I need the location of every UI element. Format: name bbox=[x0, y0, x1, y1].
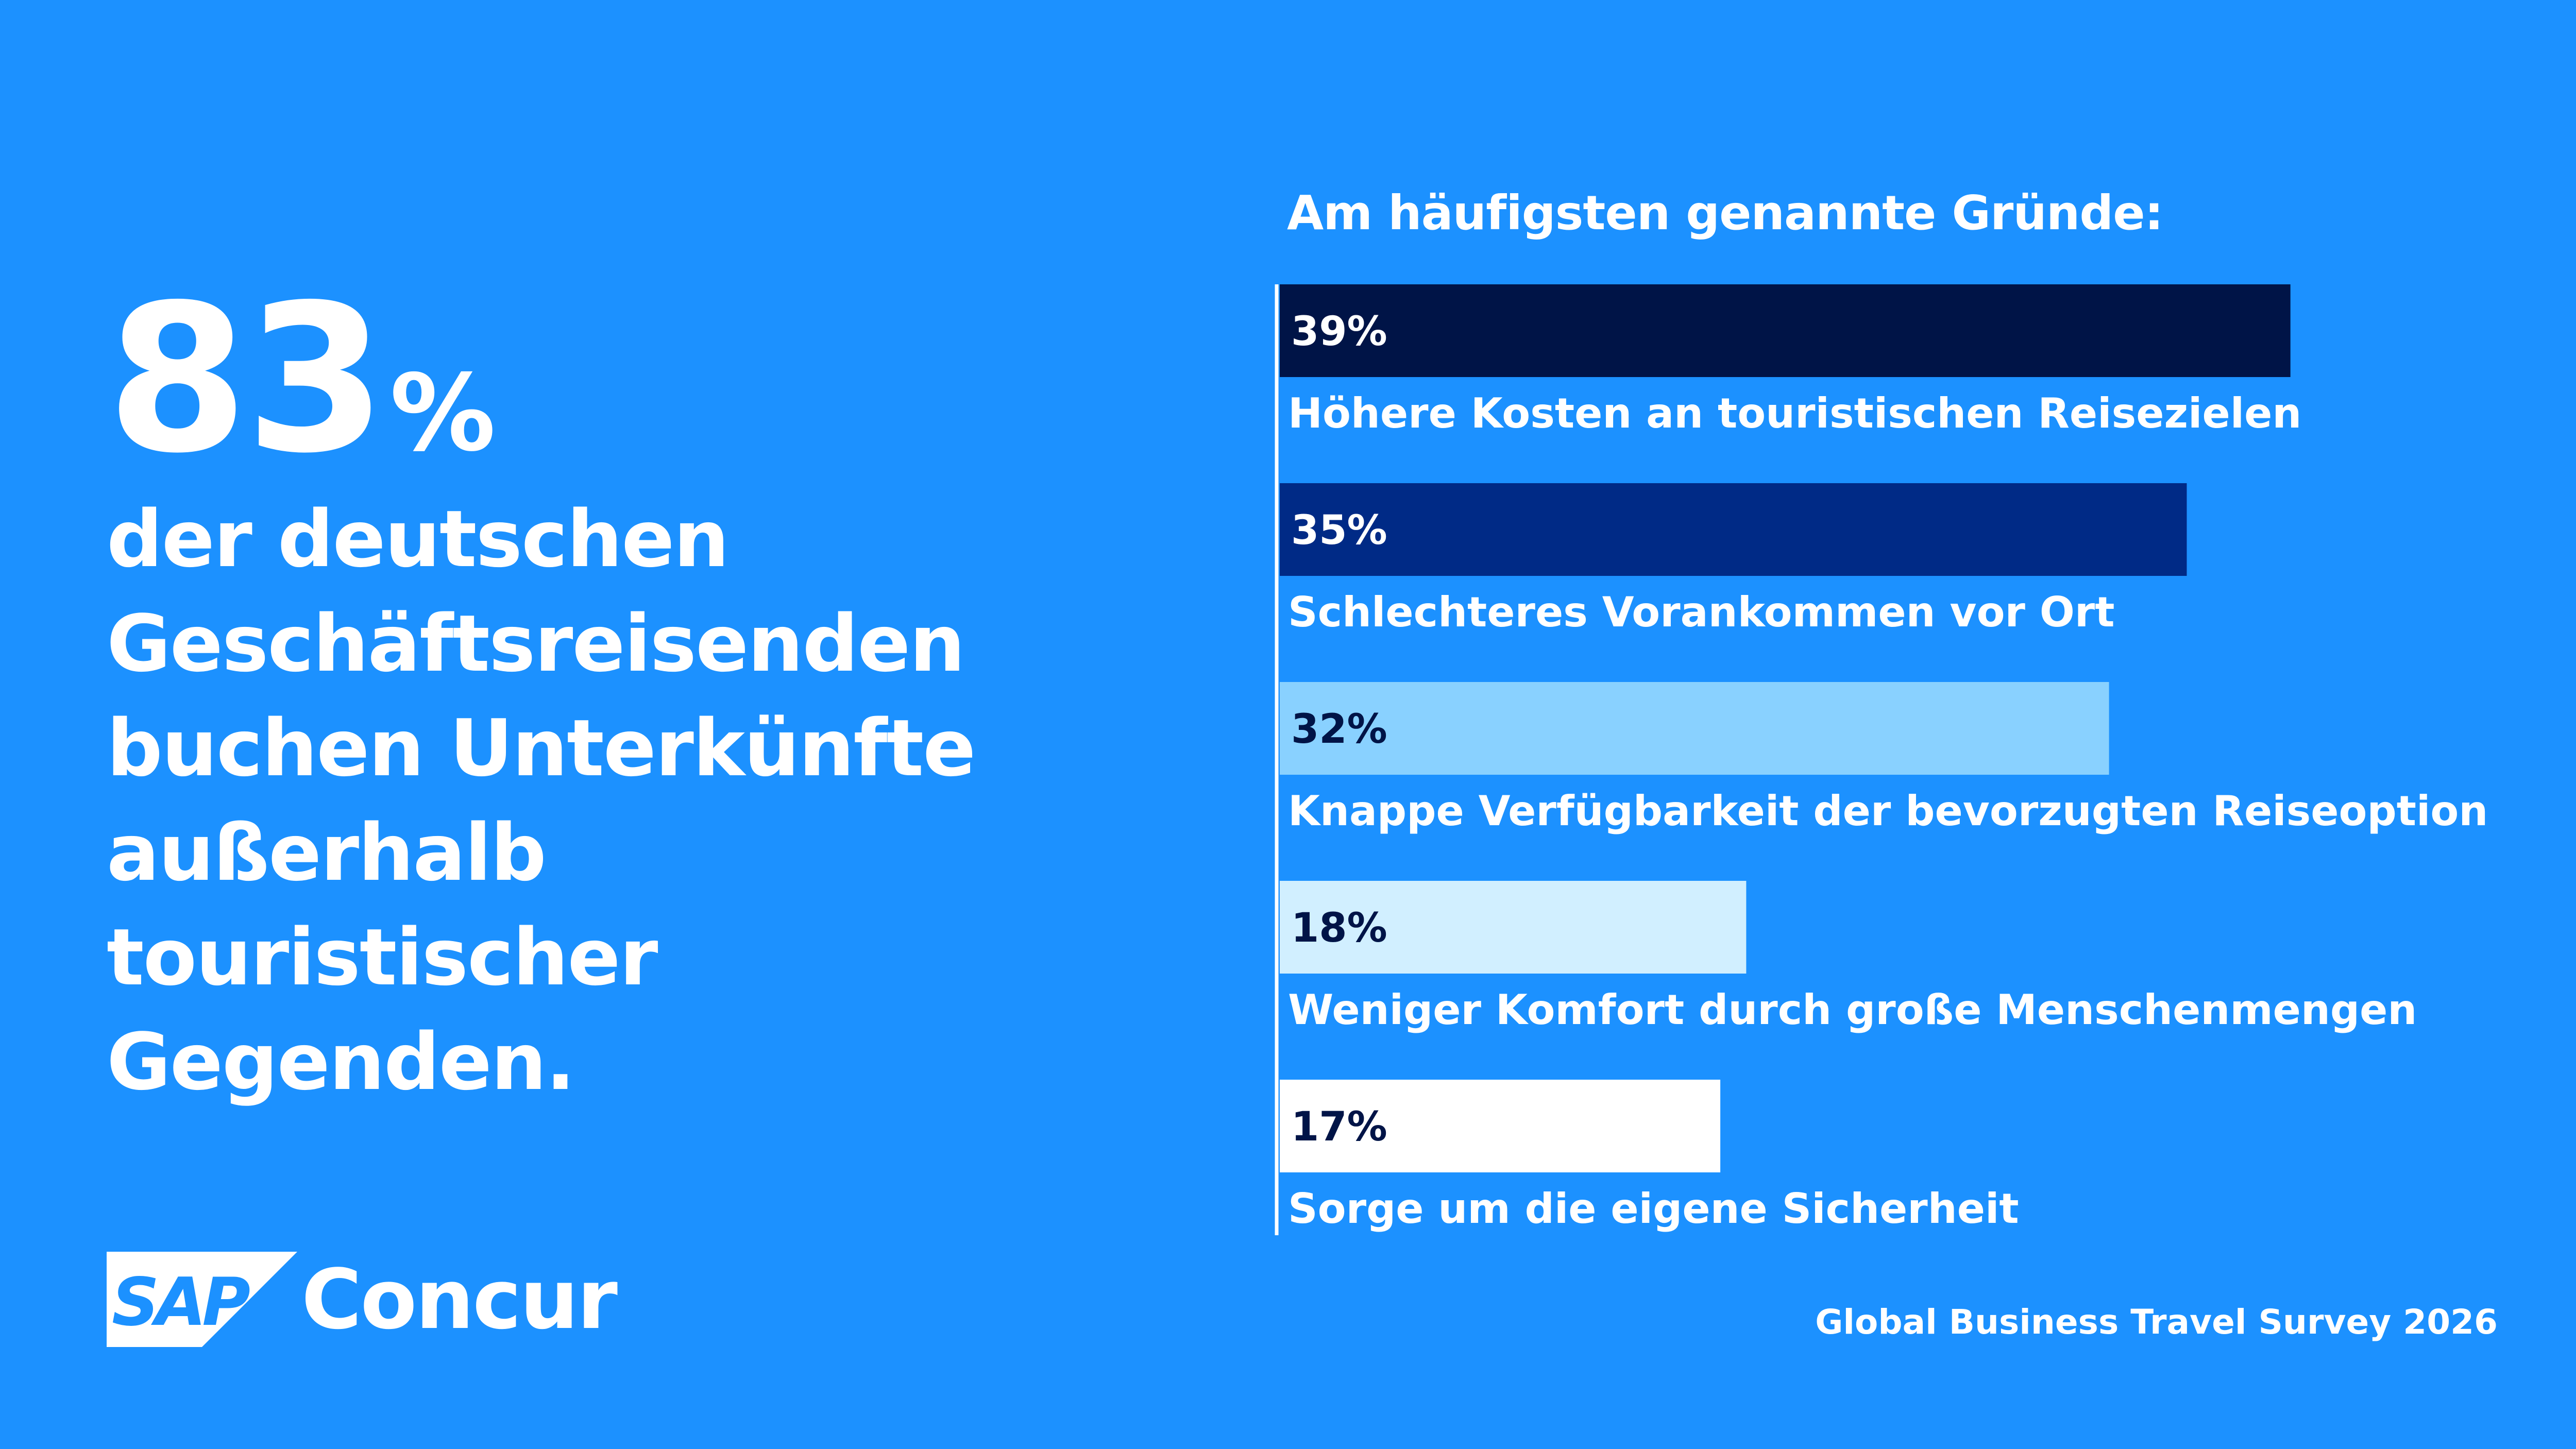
logo-product-name: Concur bbox=[301, 1251, 618, 1348]
sap-concur-logo: SAP Concur bbox=[107, 1251, 618, 1348]
bar-4 bbox=[1280, 881, 1747, 974]
headline-stat: 83% bbox=[107, 278, 1086, 482]
bar-3 bbox=[1280, 682, 2109, 775]
bar-category-label-1: Höhere Kosten an touristischen Reiseziel… bbox=[1288, 389, 2301, 437]
bar-category-label-5: Sorge um die eigene Sicherheit bbox=[1288, 1185, 2019, 1233]
headline: 83% der deutschen Geschäftsreisenden buc… bbox=[107, 278, 1086, 1114]
headline-unit: % bbox=[389, 352, 496, 475]
bar-value-label-2: 35% bbox=[1291, 507, 1387, 554]
bar-category-label-3: Knappe Verfügbarkeit der bevorzugten Rei… bbox=[1288, 787, 2488, 835]
headline-text: der deutschen Geschäftsreisenden buchen … bbox=[107, 493, 976, 1107]
bar-value-label-3: 32% bbox=[1291, 706, 1387, 753]
chart-title: Am häufigsten genannte Gründe: bbox=[1287, 185, 2163, 241]
bar-value-label-1: 39% bbox=[1291, 309, 1387, 355]
sap-logo-icon: SAP bbox=[107, 1252, 297, 1347]
bar-value-label-5: 17% bbox=[1291, 1104, 1387, 1150]
bar-1 bbox=[1280, 284, 2291, 377]
headline-number: 83 bbox=[107, 261, 387, 498]
bar-2 bbox=[1280, 483, 2187, 576]
bar-category-label-2: Schlechteres Vorankommen vor Ort bbox=[1288, 588, 2115, 636]
source-note: Global Business Travel Survey 2026 bbox=[1815, 1302, 2498, 1342]
bar-5 bbox=[1280, 1080, 1721, 1172]
bar-category-label-4: Weniger Komfort durch große Menschenmeng… bbox=[1288, 986, 2417, 1034]
bar-value-label-4: 18% bbox=[1291, 905, 1387, 951]
sap-logo-text: SAP bbox=[112, 1264, 250, 1341]
